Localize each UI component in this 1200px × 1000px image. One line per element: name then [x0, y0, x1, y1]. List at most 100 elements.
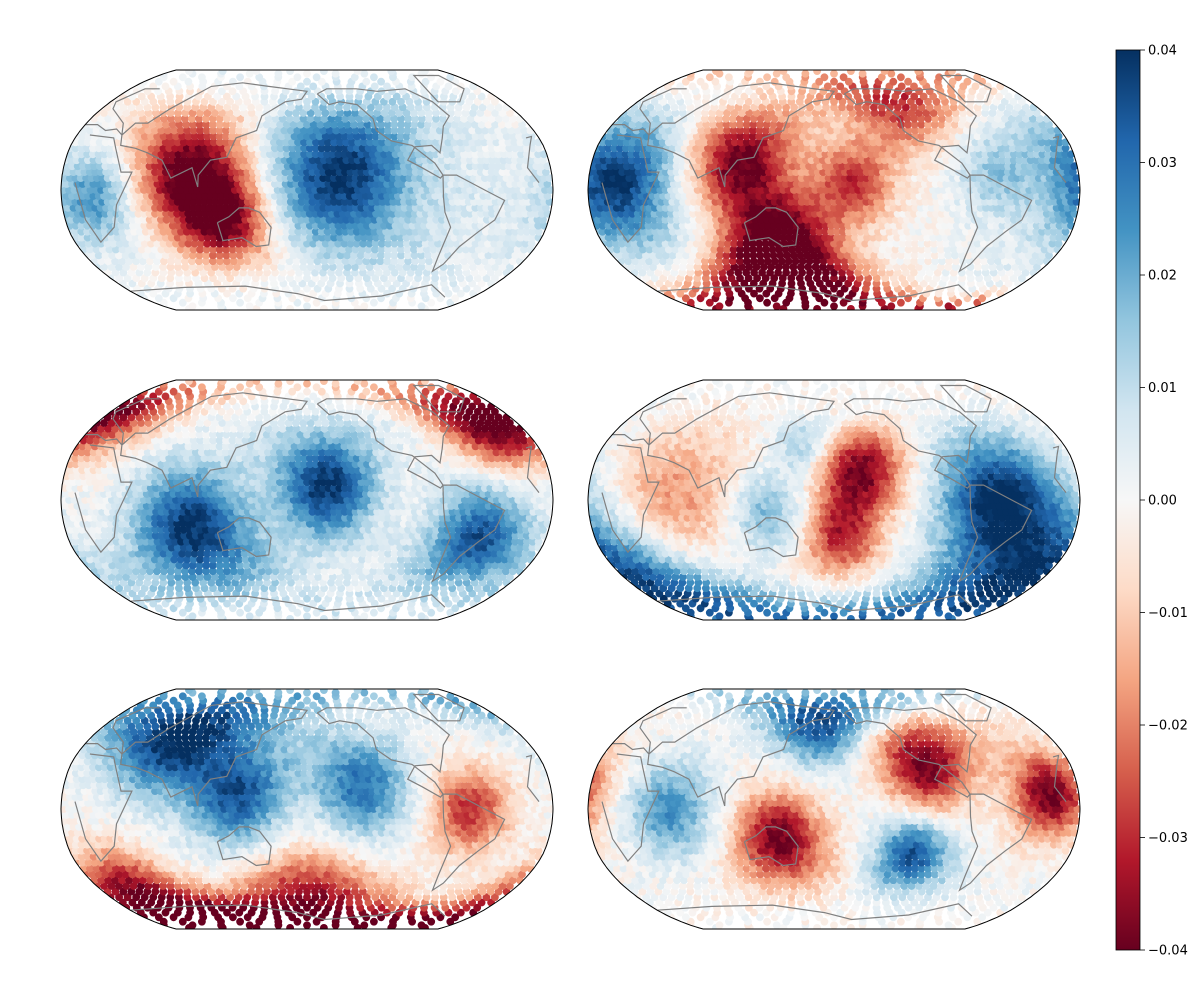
data-point	[1051, 198, 1059, 206]
data-point	[444, 204, 453, 212]
data-point	[695, 198, 704, 206]
data-point	[509, 239, 517, 248]
data-point	[487, 245, 496, 254]
data-point	[317, 221, 326, 230]
data-point	[255, 73, 264, 82]
data-point	[151, 221, 160, 230]
data-point	[111, 268, 120, 277]
data-point	[517, 150, 525, 159]
data-point	[460, 168, 469, 177]
data-point	[465, 150, 474, 159]
data-point	[247, 263, 256, 271]
data-point	[915, 209, 924, 218]
data-point	[930, 221, 938, 230]
data-point	[734, 268, 743, 277]
data-point	[71, 150, 80, 159]
data-point	[370, 73, 378, 82]
data-point	[303, 70, 311, 78]
data-point	[545, 174, 553, 183]
data-point	[283, 162, 292, 171]
data-point	[377, 120, 385, 129]
data-point	[1049, 215, 1057, 224]
data-point	[1004, 215, 1013, 224]
data-point	[821, 233, 829, 242]
data-point	[270, 227, 279, 236]
data-point	[365, 263, 374, 271]
data-point	[821, 209, 830, 218]
data-point	[235, 245, 243, 254]
data-point	[416, 245, 425, 254]
data-point	[417, 302, 426, 310]
data-point	[352, 168, 360, 177]
data-point	[535, 186, 544, 194]
data-point	[288, 150, 297, 159]
data-point	[286, 174, 295, 183]
data-point	[62, 180, 71, 188]
data-point	[390, 120, 399, 129]
data-point	[116, 180, 124, 188]
data-point	[252, 305, 261, 310]
data-point	[209, 251, 217, 260]
data-point	[781, 245, 790, 254]
data-point	[324, 138, 332, 147]
data-point	[143, 138, 152, 147]
data-point	[765, 198, 774, 206]
data-point	[873, 204, 882, 212]
data-point	[436, 77, 445, 86]
data-point	[294, 221, 303, 230]
data-point	[499, 227, 508, 236]
data-point	[165, 144, 174, 153]
data-point	[481, 257, 489, 266]
data-point	[471, 209, 480, 218]
data-point	[598, 227, 607, 236]
data-point	[435, 227, 443, 236]
data-point	[509, 168, 518, 177]
data-point	[270, 168, 279, 177]
data-point	[772, 302, 781, 310]
data-point	[393, 156, 401, 165]
data-point	[231, 103, 240, 112]
data-point	[254, 126, 263, 135]
data-point	[420, 221, 428, 230]
data-point	[776, 198, 784, 206]
data-point	[452, 144, 461, 153]
data-point	[384, 233, 393, 242]
coastline	[412, 74, 465, 103]
data-point	[328, 209, 336, 218]
data-point	[892, 239, 901, 248]
data-point	[949, 245, 958, 254]
data-point	[486, 103, 495, 112]
data-point	[698, 227, 706, 236]
data-point	[466, 162, 474, 171]
data-point	[115, 263, 123, 271]
data-point	[308, 168, 317, 177]
data-point	[501, 114, 510, 123]
data-point	[156, 209, 165, 218]
data-point	[841, 263, 849, 271]
data-point	[289, 186, 298, 194]
data-point	[985, 227, 994, 236]
data-point	[668, 198, 677, 206]
data-point	[129, 162, 137, 171]
data-point	[91, 204, 100, 212]
data-point	[528, 233, 537, 242]
data-point	[877, 209, 885, 218]
data-point	[830, 239, 838, 248]
data-point	[616, 215, 625, 224]
data-point	[303, 132, 311, 141]
data-point	[796, 215, 805, 224]
data-point	[405, 198, 414, 206]
data-point	[673, 198, 682, 206]
data-point	[303, 302, 311, 310]
data-point	[981, 221, 990, 230]
data-point	[847, 305, 855, 310]
data-point	[280, 156, 289, 165]
data-point	[770, 274, 779, 283]
data-point	[363, 251, 372, 260]
data-point	[611, 215, 619, 224]
data-point	[897, 251, 906, 260]
data-point	[141, 251, 150, 260]
data-point	[944, 251, 953, 260]
data-point	[244, 180, 253, 188]
data-point	[388, 97, 397, 106]
